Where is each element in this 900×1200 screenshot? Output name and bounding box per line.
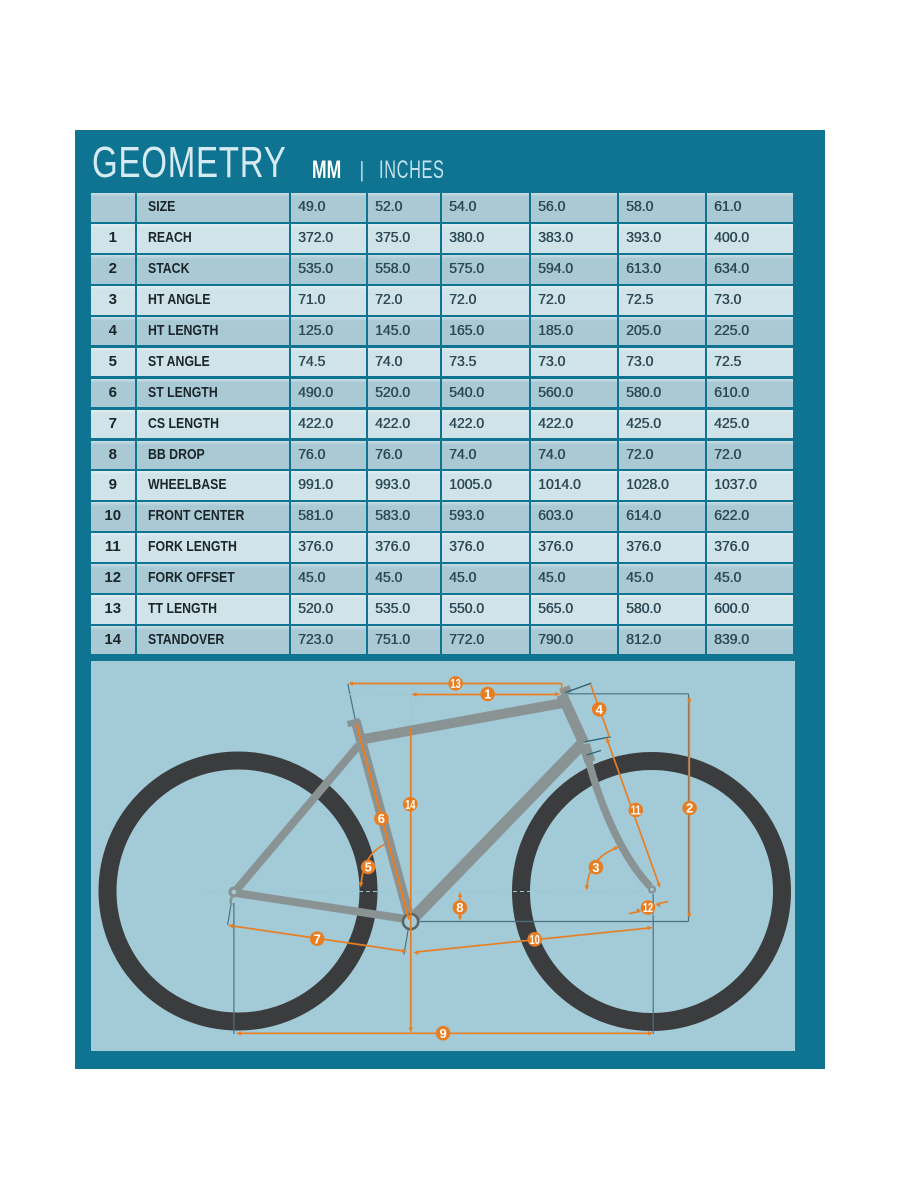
- svg-text:12: 12: [643, 900, 653, 915]
- svg-text:1: 1: [484, 687, 491, 702]
- svg-text:7: 7: [314, 931, 321, 946]
- svg-text:14: 14: [405, 797, 416, 812]
- svg-text:13: 13: [451, 676, 461, 691]
- svg-text:9: 9: [439, 1026, 446, 1041]
- svg-text:4: 4: [596, 702, 604, 717]
- svg-text:5: 5: [365, 860, 372, 875]
- svg-text:8: 8: [456, 900, 463, 915]
- svg-text:3: 3: [592, 860, 599, 875]
- svg-text:2: 2: [686, 801, 693, 816]
- svg-text:6: 6: [378, 811, 385, 826]
- svg-text:10: 10: [530, 932, 540, 947]
- svg-text:11: 11: [631, 803, 641, 818]
